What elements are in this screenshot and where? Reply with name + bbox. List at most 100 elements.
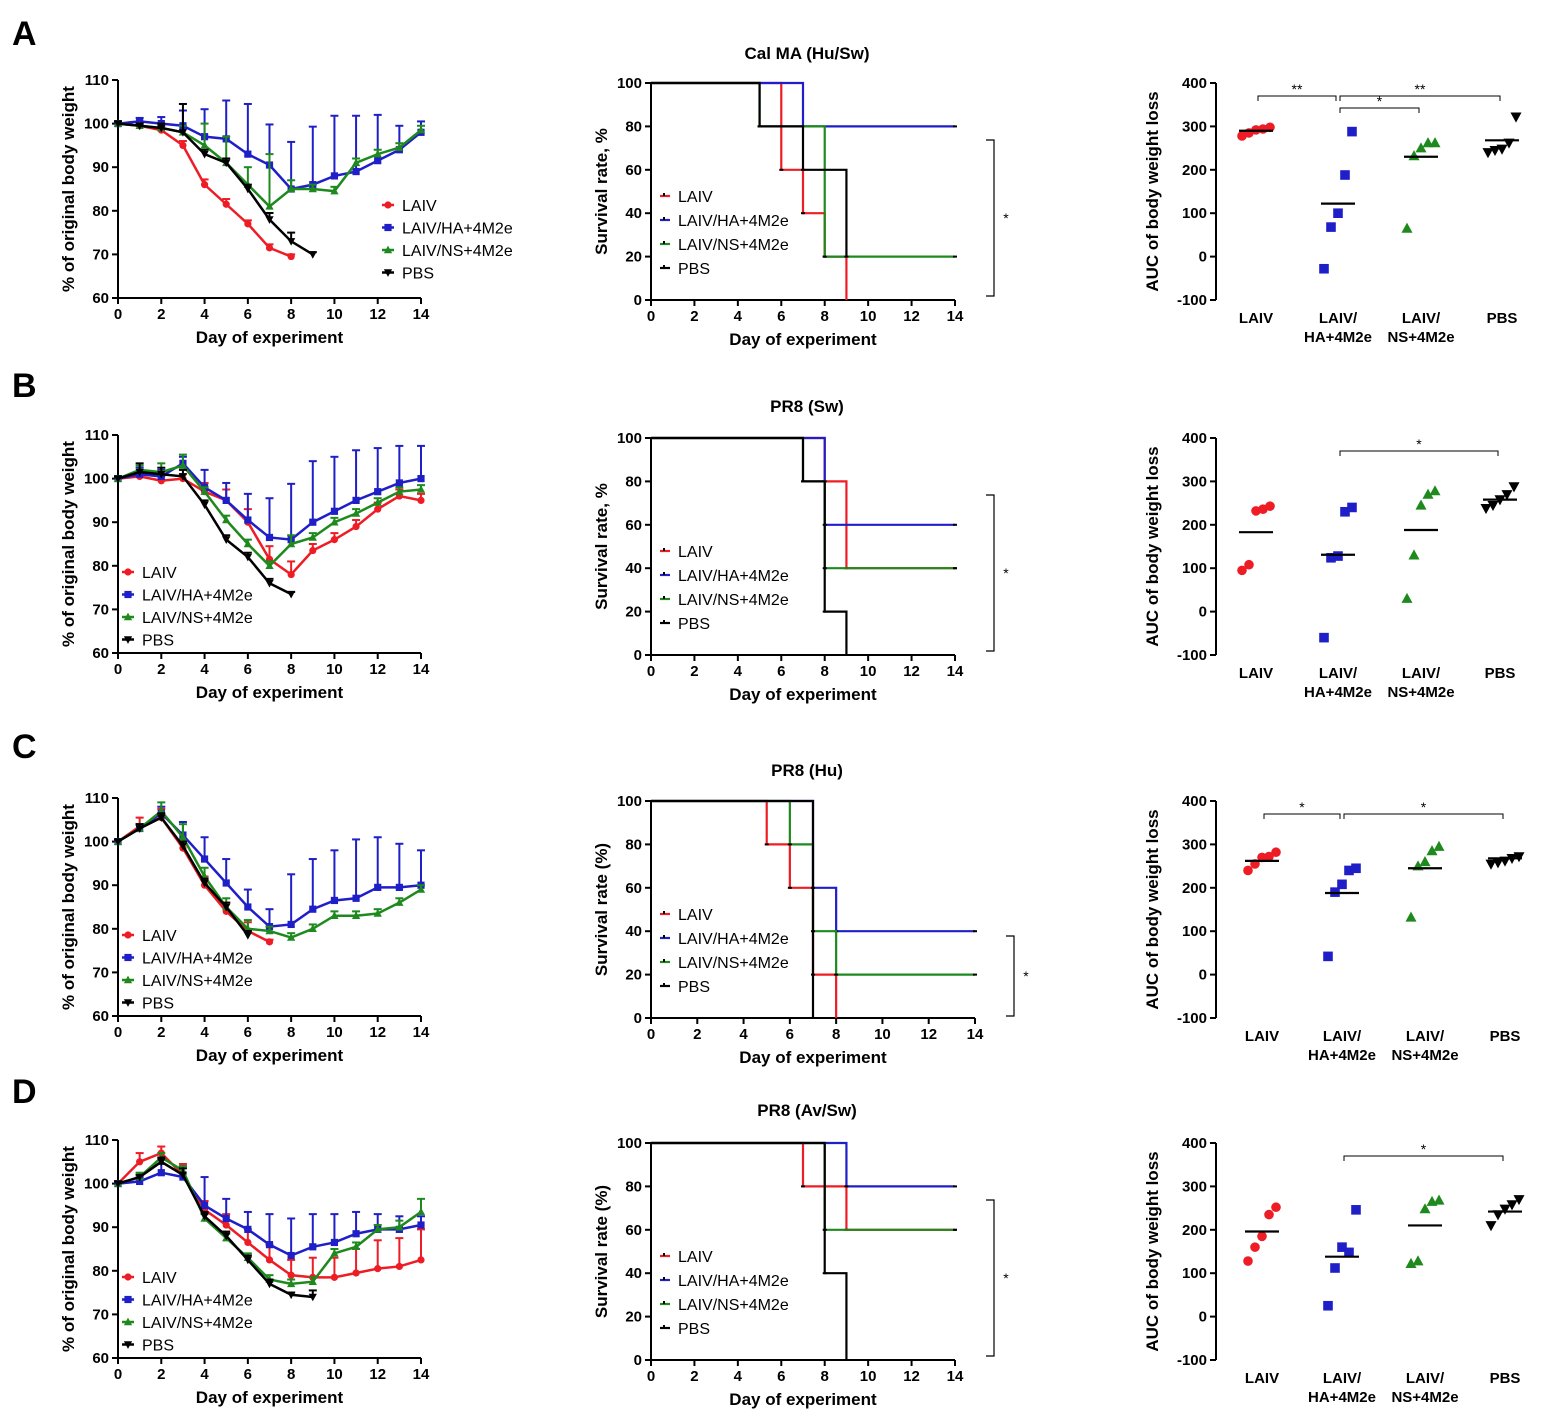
category-label: HA+4M2e	[1304, 684, 1372, 701]
x-tick-label: 0	[114, 661, 122, 678]
category-label: LAIV/	[1402, 310, 1441, 327]
x-tick-label: 0	[114, 306, 122, 323]
panel-letter: B	[12, 367, 37, 405]
data-point	[330, 1273, 339, 1281]
auc-point	[1351, 863, 1361, 874]
data-point	[352, 167, 360, 176]
data-point	[243, 932, 252, 940]
x-tick-label: 2	[157, 661, 165, 678]
x-tick-label: 0	[647, 308, 655, 325]
x-tick-label: 2	[157, 306, 165, 323]
auc-point	[1492, 858, 1504, 869]
significance-label: *	[1023, 968, 1029, 984]
y-tick-label: 80	[625, 118, 642, 135]
square-icon	[124, 1295, 132, 1304]
data-point	[178, 461, 188, 469]
axes: -100 0 100 200 300 400 AUC of body weight loss	[1143, 430, 1217, 664]
auc-point	[1485, 1221, 1497, 1232]
x-tick-label: 14	[413, 1024, 430, 1041]
circle-icon	[384, 201, 392, 209]
data-point	[287, 539, 296, 548]
y-tick-label: 80	[92, 1263, 109, 1280]
legend-label: LAIV/NS+4M2e	[678, 237, 789, 254]
comparison-bracket	[1339, 450, 1499, 456]
x-tick-label: 4	[200, 1366, 209, 1383]
legend-label: LAIV/HA+4M2e	[402, 221, 513, 238]
x-tick-label: 8	[287, 1024, 295, 1041]
auc-point	[1265, 501, 1275, 511]
y-tick-label: 80	[625, 1178, 642, 1195]
category-label: LAIV	[1239, 665, 1273, 682]
auc-point	[1326, 552, 1336, 563]
x-tick-label: 14	[947, 663, 964, 680]
weight-chart: 60 70 80 90 100 110 0 2 4 6 8 10 12 14 Day of experime…	[59, 427, 430, 702]
y-axis-label: AUC of body weight loss	[1143, 446, 1162, 646]
x-tick-label: 8	[821, 663, 829, 680]
y-tick-label: -100	[1177, 292, 1207, 309]
comparison-label: *	[1299, 799, 1305, 815]
y-tick-label: 60	[625, 162, 642, 179]
data-point	[308, 1277, 317, 1285]
x-axis-label: Day of experiment	[729, 685, 877, 704]
data-point	[287, 184, 296, 193]
x-tick-label: 14	[413, 661, 430, 678]
x-tick-label: 12	[369, 1024, 386, 1041]
y-tick-label: 20	[625, 967, 642, 984]
square-icon	[384, 223, 392, 232]
auc-point	[1323, 1300, 1333, 1311]
x-tick-label: 2	[693, 1026, 701, 1043]
data-point	[351, 911, 361, 919]
y-tick-label: 400	[1182, 75, 1207, 92]
triangle-up-icon	[123, 975, 133, 984]
y-tick-label: 100	[84, 834, 109, 851]
auc-group	[1323, 863, 1361, 962]
auc-point	[1323, 951, 1333, 962]
y-axis-label: Survival rate, %	[592, 128, 611, 255]
comparison-label: *	[1421, 799, 1427, 815]
legend-label: LAIV	[678, 907, 713, 924]
category-label: LAIV/	[1406, 1370, 1445, 1387]
y-axis-label: Survival rate (%)	[592, 843, 611, 976]
data-point	[265, 244, 274, 252]
data-point	[136, 1158, 144, 1166]
x-tick-label: 12	[369, 306, 386, 323]
legend: LAIV LAIV/HA+4M2e LAIV/NS+4M2e PBS	[660, 189, 789, 278]
x-tick-label: 2	[157, 1024, 165, 1041]
data-point	[309, 518, 317, 526]
y-tick-label: 60	[92, 290, 109, 307]
y-tick-label: 90	[92, 514, 109, 531]
auc-point	[1485, 859, 1497, 870]
legend-label: LAIV	[402, 198, 437, 215]
data-point	[200, 141, 209, 149]
auc-group	[1480, 482, 1520, 515]
legend-label: LAIV/NS+4M2e	[142, 1315, 253, 1332]
x-tick-label: 4	[734, 1368, 743, 1385]
legend-label: LAIV/HA+4M2e	[678, 213, 789, 230]
x-axis-label: Day of experiment	[196, 1046, 344, 1065]
triangle-down-icon	[383, 269, 393, 277]
legend-label: LAIV/NS+4M2e	[142, 973, 253, 990]
x-tick-label: 12	[369, 1366, 386, 1383]
category-label: PBS	[1490, 1028, 1521, 1045]
auc-chart: -100 0 100 200 300 400 AUC of body weight loss…	[1143, 75, 1522, 346]
data-point	[265, 216, 274, 224]
auc-point	[1506, 1200, 1518, 1211]
comparison-bracket	[1339, 95, 1501, 101]
auc-point	[1243, 865, 1253, 876]
y-axis-label: AUC of body weight loss	[1143, 91, 1162, 291]
data-point	[330, 911, 339, 919]
auc-group	[1405, 840, 1445, 922]
data-point	[222, 159, 231, 168]
data-point	[395, 1262, 403, 1271]
category-label: HA+4M2e	[1308, 1047, 1376, 1064]
data-point	[222, 496, 230, 504]
auc-group	[1323, 1205, 1361, 1311]
axes: 60 70 80 90 100 110 0 2 4 6 8 10 12 14 Day of experime…	[59, 1132, 430, 1407]
legend-label: LAIV/NS+4M2e	[402, 243, 513, 260]
y-tick-label: 80	[92, 558, 109, 575]
weight-line	[117, 122, 314, 256]
data-point	[157, 1158, 166, 1167]
data-point	[244, 220, 252, 228]
auc-point	[1482, 148, 1494, 159]
